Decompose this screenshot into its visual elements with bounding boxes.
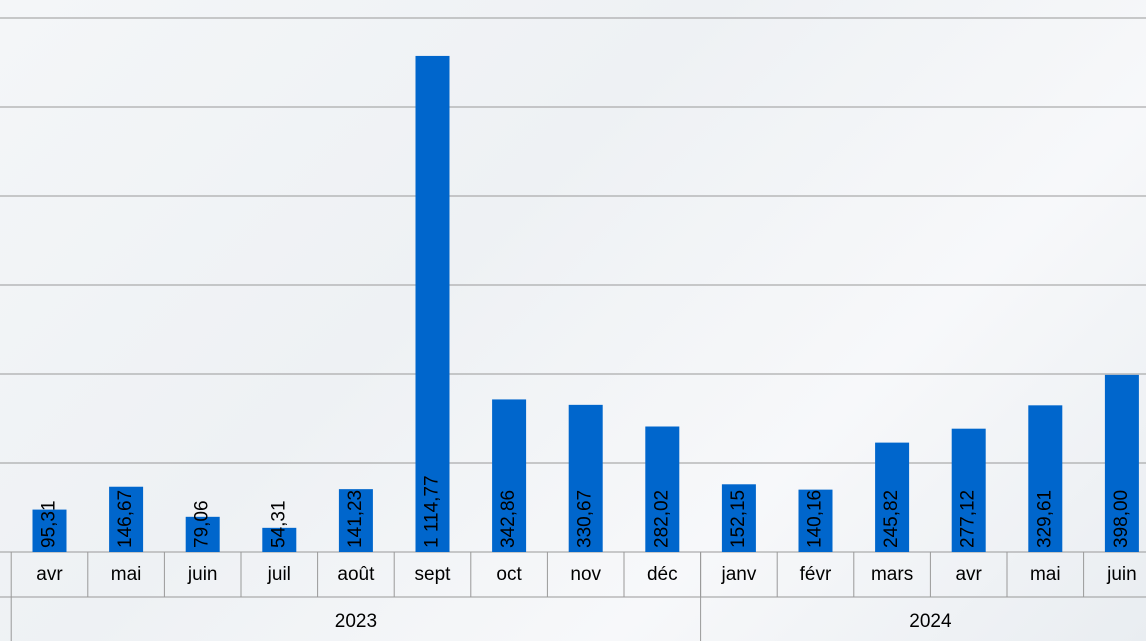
bar — [1104, 374, 1139, 552]
data-label: 141,23 — [345, 490, 366, 548]
data-label: 146,67 — [115, 490, 136, 548]
group-label: 2024 — [909, 611, 952, 632]
bar — [415, 55, 450, 553]
data-label: 277,12 — [958, 490, 979, 548]
x-tick-label: juil — [267, 564, 291, 585]
data-label: 95,31 — [39, 500, 60, 548]
bar — [185, 516, 220, 552]
bar — [338, 489, 373, 552]
bar — [645, 426, 680, 552]
data-label: 330,67 — [575, 490, 596, 548]
x-tick-label: juin — [1106, 564, 1137, 585]
group-label: 2023 — [335, 611, 377, 632]
x-tick-label: avr — [955, 564, 982, 585]
x-tick-label: oct — [496, 564, 522, 585]
bar — [1028, 405, 1063, 552]
bar — [568, 404, 603, 552]
bar — [798, 489, 833, 552]
x-tick-label: déc — [647, 564, 678, 585]
x-tick-label: mai — [1030, 564, 1061, 585]
bar — [262, 527, 297, 552]
data-label: 342,86 — [498, 490, 519, 548]
data-label: 54,31 — [268, 500, 289, 548]
x-tick-label: nov — [570, 564, 601, 585]
data-label: 152,15 — [728, 490, 749, 548]
data-label: 79,06 — [192, 500, 213, 548]
x-tick-label: févr — [800, 564, 832, 585]
x-tick-label: août — [337, 564, 375, 585]
bar — [492, 399, 527, 552]
data-label: 282,02 — [651, 490, 672, 548]
x-tick-label: mars — [871, 564, 913, 585]
x-tick-label: janv — [720, 564, 756, 585]
data-label: 329,61 — [1034, 490, 1055, 548]
data-label: 245,82 — [881, 490, 902, 548]
x-tick-label: mai — [111, 564, 142, 585]
bar — [721, 484, 756, 552]
bar — [32, 509, 67, 552]
data-label: 1 114,77 — [422, 475, 443, 548]
x-tick-label: sept — [415, 564, 452, 585]
bar — [875, 442, 910, 552]
data-label: 398,00 — [1111, 490, 1132, 548]
x-tick-label: avr — [36, 564, 63, 585]
bar — [951, 428, 986, 552]
data-label: 140,16 — [805, 490, 826, 548]
x-tick-label: juin — [187, 564, 218, 585]
bar — [109, 486, 144, 552]
